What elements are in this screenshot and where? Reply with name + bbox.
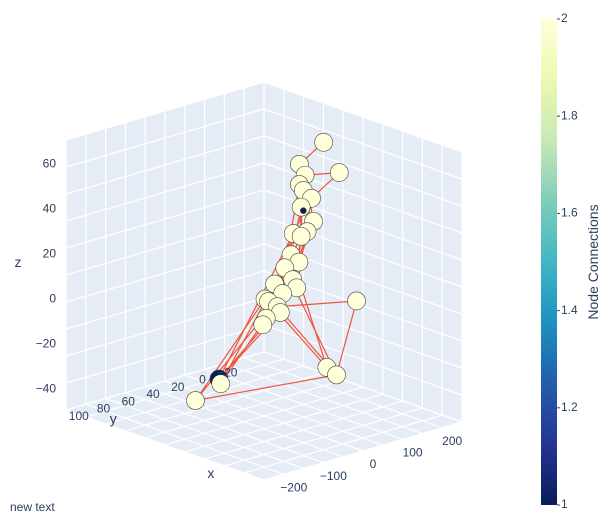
z-tick-label: 60 <box>43 157 57 171</box>
grid-line <box>105 397 304 469</box>
z-tick-label: 0 <box>49 292 56 306</box>
y-tick-label: 80 <box>97 402 111 416</box>
colorbar: 1 1.2 1.4 1.6 1.8 2 Node Connections <box>541 11 601 511</box>
y-tick-label: 60 <box>122 394 136 408</box>
annotation-text: new text <box>10 500 55 514</box>
colorbar-title: Node Connections <box>585 204 601 319</box>
y-tick-label: −20 <box>217 365 238 379</box>
grid-line <box>125 392 324 464</box>
grid-line <box>85 403 284 475</box>
colorbar-tick-label: 2 <box>561 11 568 25</box>
grid-line <box>65 162 265 222</box>
node-marker[interactable] <box>327 365 346 385</box>
node-marker[interactable] <box>211 374 230 393</box>
x-tick-label: −200 <box>280 480 307 494</box>
axis-tick-labels: −40−200204060−20020406080100−200−1000100… <box>36 157 463 495</box>
x-tick-label: 100 <box>403 446 423 460</box>
colorbar-tick-label: 1.6 <box>561 206 578 220</box>
z-tick-label: −20 <box>36 337 57 351</box>
grid-line <box>65 189 265 249</box>
colorbar-tick-label: 1.8 <box>561 108 578 122</box>
edge-line <box>277 300 357 308</box>
node-marker[interactable] <box>347 291 366 311</box>
x-tick-label: 0 <box>370 457 377 471</box>
node-marker[interactable] <box>300 207 307 214</box>
node-marker[interactable] <box>291 197 311 217</box>
grid-line <box>204 400 403 460</box>
grid-line <box>65 409 265 481</box>
grid-line <box>65 108 265 168</box>
x-axis-title: x <box>207 465 214 481</box>
colorbar-gradient <box>541 19 557 505</box>
y-axis-title: y <box>110 411 117 427</box>
colorbar-tick-label: 1.4 <box>561 303 578 317</box>
colorbar-tick-label: 1 <box>561 497 568 511</box>
node-marker[interactable] <box>253 315 273 335</box>
node-marker[interactable] <box>291 227 311 246</box>
grid-line <box>65 135 265 195</box>
edge-line <box>195 374 337 402</box>
node-markers <box>186 133 366 410</box>
grid-line <box>263 421 463 481</box>
edge-line <box>335 300 358 376</box>
y-tick-label: 40 <box>146 387 160 401</box>
z-tick-label: 40 <box>43 202 57 216</box>
node-marker[interactable] <box>186 391 205 410</box>
grid-line <box>263 135 463 207</box>
edge-line <box>194 298 266 401</box>
z-tick-label: −40 <box>36 382 57 396</box>
y-tick-label: 100 <box>69 409 89 423</box>
node-marker[interactable] <box>329 163 349 182</box>
grid-line <box>244 414 443 474</box>
grid-lines <box>65 81 463 481</box>
colorbar-tick-label: 1.2 <box>561 400 578 414</box>
x-tick-label: 200 <box>442 434 462 448</box>
grid-line <box>145 386 344 458</box>
x-tick-label: −100 <box>320 469 347 483</box>
grid-line <box>263 81 463 153</box>
y-tick-label: 20 <box>171 380 185 394</box>
grid-line <box>263 108 463 180</box>
grid-line <box>65 81 265 141</box>
scene-3d[interactable]: −40−200204060−20020406080100−200−1000100… <box>15 81 463 495</box>
z-axis-title: z <box>15 254 22 270</box>
grid-line <box>184 393 383 453</box>
node-marker[interactable] <box>314 133 333 152</box>
z-tick-label: 20 <box>43 247 57 261</box>
axis-titles: z y x <box>15 254 215 481</box>
edge-line <box>218 233 294 380</box>
y-tick-label: 0 <box>199 373 206 387</box>
grid-line <box>224 407 423 467</box>
